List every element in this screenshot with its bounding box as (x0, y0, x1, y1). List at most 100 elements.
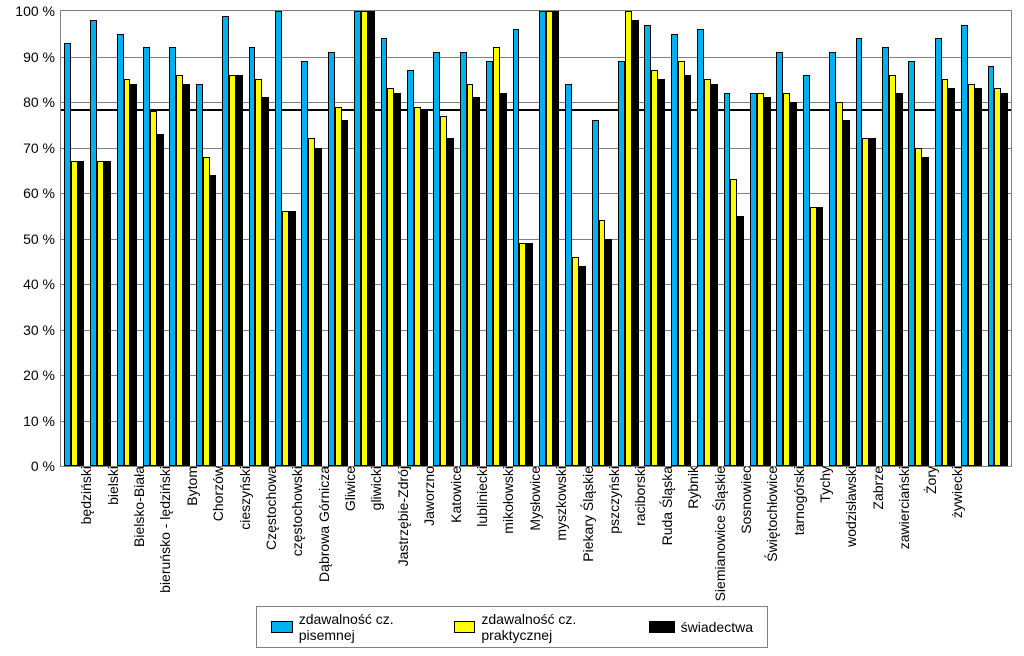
x-tick-label: bieruńsko - lędziński (153, 466, 173, 593)
x-tick-label: Żory (919, 466, 939, 494)
bar-1 (836, 102, 843, 466)
bar-1 (915, 148, 922, 467)
bar-0 (618, 61, 625, 466)
bar-1 (440, 116, 447, 466)
bar-0 (249, 47, 256, 466)
x-tick-label: myszkowski (549, 466, 569, 541)
x-tick-label: cieszyński (233, 466, 253, 530)
legend-item: zdawalność cz. praktycznej (454, 611, 621, 643)
bar-0 (64, 43, 71, 466)
bar-0 (565, 84, 572, 466)
x-tick-label: Katowice (444, 466, 464, 523)
x-tick-label: Świętochłowice (760, 466, 780, 562)
bar-1 (730, 179, 737, 466)
bar-1 (308, 138, 315, 466)
x-tick-label: Jastrzębie-Zdrój (391, 466, 411, 566)
bar-1 (546, 11, 553, 466)
x-tick-label: gliwicki (364, 466, 384, 510)
x-tick-label: Chorzów (206, 466, 226, 521)
bar-0 (275, 11, 282, 466)
y-tick-label: 40 % (23, 276, 61, 292)
y-tick-label: 0 % (31, 458, 61, 474)
x-tick-label: Bytom (180, 466, 200, 506)
x-tick-label: pszczyński (602, 466, 622, 534)
legend-swatch (454, 621, 476, 633)
x-tick-label: zawierciański (892, 466, 912, 549)
bar-2 (817, 207, 824, 466)
bar-2 (130, 84, 137, 466)
legend-label: zdawalność cz. praktycznej (481, 611, 620, 643)
x-tick-label: Ruda Śląska (655, 466, 675, 545)
bar-1 (783, 93, 790, 466)
bar-2 (210, 175, 217, 466)
x-tick-label: żywiecki (945, 466, 965, 518)
bar-2 (1001, 93, 1008, 466)
legend-swatch (271, 621, 293, 633)
x-tick-label: bielski (101, 466, 121, 505)
x-tick-label: Częstochowa (259, 466, 279, 550)
bar-2 (922, 157, 929, 466)
legend: zdawalność cz. pisemnej zdawalność cz. pr… (256, 606, 768, 648)
bar-1 (968, 84, 975, 466)
bar-1 (704, 79, 711, 466)
bar-1 (625, 11, 632, 466)
bar-1 (572, 257, 579, 466)
bar-1 (97, 161, 104, 466)
bar-1 (994, 88, 1001, 466)
x-tick-label: Sosnowiec (734, 466, 754, 534)
bar-0 (407, 70, 414, 466)
bar-1 (361, 11, 368, 466)
bar-0 (513, 29, 520, 466)
bar-2 (632, 20, 639, 466)
bar-0 (908, 61, 915, 466)
bar-2 (394, 93, 401, 466)
bar-0 (460, 52, 467, 466)
bar-0 (539, 11, 546, 466)
bar-1 (229, 75, 236, 466)
bar-2 (500, 93, 507, 466)
bar-0 (961, 25, 968, 466)
reference-line (61, 109, 1011, 111)
gridline (61, 102, 1011, 103)
bar-0 (117, 34, 124, 466)
bar-1 (414, 107, 421, 466)
bar-0 (988, 66, 995, 466)
chart-container: 0 %10 %20 %30 %40 %50 %60 %70 %80 %90 %1… (0, 0, 1024, 656)
bar-2 (262, 97, 269, 466)
gridline (61, 57, 1011, 58)
bar-2 (104, 161, 111, 466)
bar-2 (421, 111, 428, 466)
bar-0 (381, 38, 388, 466)
y-tick-label: 10 % (23, 413, 61, 429)
x-tick-label: częstochowski (285, 466, 305, 556)
bar-1 (335, 107, 342, 466)
x-tick-label: Dąbrowa Górnicza (312, 466, 332, 582)
bar-0 (328, 52, 335, 466)
legend-item: zdawalność cz. pisemnej (271, 611, 426, 643)
bar-0 (776, 52, 783, 466)
bar-0 (803, 75, 810, 466)
y-tick-label: 60 % (23, 185, 61, 201)
bar-0 (750, 93, 757, 466)
bar-1 (255, 79, 262, 466)
y-tick-label: 70 % (23, 140, 61, 156)
bar-2 (658, 79, 665, 466)
bar-1 (493, 47, 500, 466)
bar-2 (447, 138, 454, 466)
bar-0 (856, 38, 863, 466)
bar-2 (315, 148, 322, 467)
bar-2 (790, 102, 797, 466)
bar-0 (882, 47, 889, 466)
bar-2 (342, 120, 349, 466)
bar-0 (592, 120, 599, 466)
bar-2 (764, 97, 771, 466)
bar-1 (810, 207, 817, 466)
bar-2 (78, 161, 85, 466)
bar-2 (157, 134, 164, 466)
x-tick-label: Jaworzno (417, 466, 437, 526)
x-tick-label: tarnogórski (787, 466, 807, 535)
bar-1 (150, 111, 157, 466)
bar-0 (724, 93, 731, 466)
bar-1 (519, 243, 526, 466)
bar-2 (843, 120, 850, 466)
